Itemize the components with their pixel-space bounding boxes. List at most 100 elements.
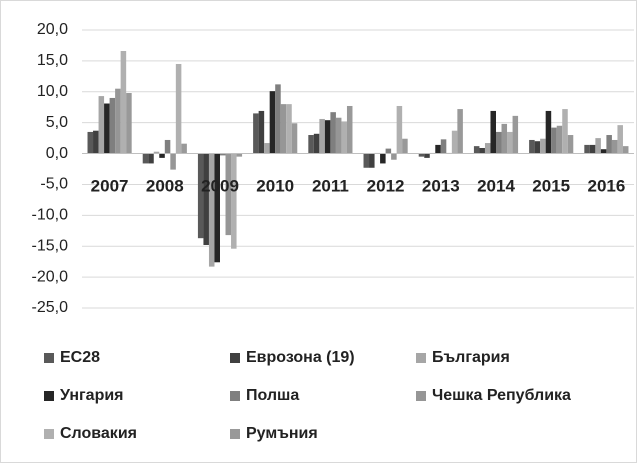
bar	[225, 153, 232, 236]
bar	[159, 153, 165, 158]
legend-label: Унгария	[60, 387, 124, 404]
legend-label: ЕС28	[60, 349, 100, 366]
bar	[595, 138, 601, 154]
y-tick-label: 15,0	[37, 52, 68, 69]
bar	[479, 147, 485, 154]
bar	[253, 113, 259, 154]
bar	[457, 109, 463, 154]
bar	[424, 153, 430, 158]
bar	[220, 153, 226, 156]
bar	[236, 153, 243, 157]
bar	[507, 131, 513, 154]
bar	[313, 133, 320, 154]
bar	[142, 153, 149, 164]
bar	[87, 131, 94, 154]
bar	[540, 138, 546, 154]
bar	[556, 125, 563, 154]
bar	[363, 153, 370, 168]
bar	[231, 153, 237, 249]
bar	[391, 153, 397, 160]
legend-label: Чешка Република	[432, 387, 571, 404]
bar	[170, 153, 176, 170]
bar	[435, 144, 441, 154]
bar	[324, 120, 331, 154]
bar	[104, 103, 110, 154]
bar	[501, 123, 508, 154]
bar	[115, 88, 121, 154]
bar	[93, 130, 99, 154]
bar	[451, 130, 458, 154]
x-tick-label: 2013	[422, 176, 460, 195]
y-tick-label: 5,0	[46, 114, 68, 131]
legend-swatch	[230, 353, 240, 363]
bar	[258, 110, 265, 154]
y-tick-label: 20,0	[37, 21, 68, 38]
bar	[396, 105, 403, 154]
bar	[214, 153, 220, 263]
bar	[330, 112, 336, 154]
bar	[208, 153, 215, 267]
bar	[346, 105, 353, 154]
bar	[164, 139, 171, 154]
x-tick-label: 2009	[201, 176, 239, 195]
bar	[545, 110, 552, 154]
bar	[617, 125, 623, 154]
legend-swatch	[416, 391, 426, 401]
bar	[606, 135, 612, 154]
bar	[589, 144, 596, 154]
bar	[611, 139, 618, 154]
bar	[153, 151, 160, 154]
x-tick-label: 2010	[256, 176, 294, 195]
bar	[335, 117, 342, 154]
legend-label: Румъния	[246, 425, 318, 442]
bar	[567, 135, 574, 154]
bar	[402, 138, 408, 154]
bar	[484, 143, 491, 154]
legend-label: Полша	[246, 387, 299, 404]
bar	[440, 139, 447, 154]
bar	[286, 104, 292, 154]
bar	[264, 143, 270, 154]
bar	[473, 146, 480, 154]
bar	[385, 148, 392, 154]
x-tick-label: 2011	[312, 176, 349, 195]
bar	[490, 110, 496, 154]
legend-label: Словакия	[60, 425, 137, 442]
x-tick-label: 2014	[477, 176, 515, 195]
bar	[341, 121, 347, 154]
bar	[380, 153, 386, 164]
legend-swatch	[44, 391, 54, 401]
bar	[120, 51, 127, 154]
bar	[291, 123, 298, 154]
x-tick-label: 2016	[587, 176, 625, 195]
bar	[496, 131, 502, 154]
bar	[319, 118, 325, 154]
bar	[275, 84, 281, 154]
y-tick-label: -20,0	[32, 268, 69, 285]
y-tick-label: -15,0	[32, 237, 69, 254]
bar	[308, 135, 314, 154]
x-tick-label: 2012	[367, 176, 405, 195]
bar	[534, 141, 541, 154]
x-tick-label: 2008	[146, 176, 184, 195]
bar	[175, 63, 182, 154]
bar	[197, 153, 204, 239]
legend-swatch	[416, 353, 426, 363]
y-tick-label: -10,0	[32, 207, 69, 224]
bar	[203, 153, 209, 245]
y-tick-label: -5,0	[40, 176, 68, 193]
bar	[269, 91, 276, 154]
y-tick-label: 0,0	[46, 145, 68, 162]
bar	[369, 153, 375, 168]
bar	[622, 146, 629, 154]
bar	[584, 144, 590, 154]
y-tick-label: 10,0	[37, 83, 68, 100]
bar	[600, 149, 607, 154]
legend-swatch	[230, 429, 240, 439]
bar	[512, 115, 519, 154]
legend-label: Еврозона (19)	[246, 349, 355, 366]
bar	[181, 143, 187, 154]
bar	[562, 109, 568, 154]
legend-swatch	[230, 391, 240, 401]
